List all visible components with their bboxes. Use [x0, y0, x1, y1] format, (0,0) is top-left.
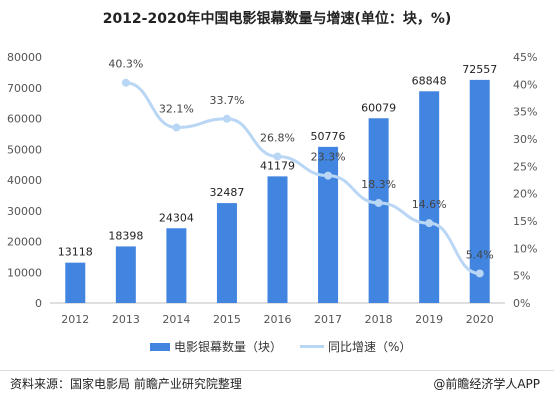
growth-point [273, 152, 282, 161]
y-right-tick-label: 25% [513, 160, 537, 173]
bar [216, 203, 237, 303]
y-left-tick-label: 0 [35, 297, 42, 310]
legend-bar-swatch [150, 342, 170, 351]
y-left-tick-label: 30000 [7, 205, 42, 218]
footer: 资料来源：国家电影局 前瞻产业研究院整理 @前瞻经济学人APP [0, 370, 554, 398]
bar-value-label: 13118 [58, 246, 93, 259]
x-tick-label: 2019 [415, 313, 443, 326]
chart-canvas: 0 10000 20000 30000 40000 50000 60000 70000 8000… [7, 51, 537, 326]
bar-value-label: 50776 [311, 130, 346, 143]
bar [267, 176, 288, 303]
growth-value-label: 26.8% [260, 131, 295, 144]
growth-point [324, 171, 333, 180]
y-left-tick-label: 20000 [7, 236, 42, 249]
y-left-tick-label: 40000 [7, 174, 42, 187]
axes-layer: 0 10000 20000 30000 40000 50000 60000 70000 8000… [7, 51, 537, 326]
bar [469, 79, 490, 303]
growth-value-label: 23.3% [311, 151, 346, 164]
growth-value-label: 32.1% [159, 103, 194, 116]
y-right-tick-label: 15% [513, 215, 537, 228]
y-right-tick-label: 10% [513, 242, 537, 255]
bar [368, 118, 389, 303]
y-right-tick-label: 45% [513, 51, 537, 64]
bar [318, 146, 339, 303]
y-right-tick-label: 5% [513, 270, 530, 283]
growth-point [475, 269, 484, 278]
legend-line-label: 同比增速（%） [328, 340, 412, 354]
bar [166, 228, 187, 303]
y-right-tick-label: 0% [513, 297, 530, 310]
x-tick-label: 2015 [213, 313, 241, 326]
legend-item-growth: 同比增速（%） [300, 338, 411, 355]
bar-value-label: 60079 [361, 101, 396, 114]
bar [65, 262, 86, 303]
y-right-tick-label: 20% [513, 188, 537, 201]
x-tick-label: 2016 [264, 313, 292, 326]
growth-value-label: 14.6% [412, 198, 447, 211]
legend: 电影银幕数量（块） 同比增速（%） [0, 332, 554, 358]
source-note: 资料来源：国家电影局 前瞻产业研究院整理 [10, 377, 242, 391]
y-right-tick-label: 30% [513, 133, 537, 146]
y-left-tick-label: 80000 [7, 51, 42, 64]
growth-point [374, 198, 383, 207]
legend-line-swatch [300, 345, 324, 348]
y-right-tick-label: 40% [513, 78, 537, 91]
x-tick-label: 2013 [112, 313, 140, 326]
bar-value-label: 24304 [159, 211, 194, 224]
bar-value-label: 32487 [209, 186, 244, 199]
x-tick-label: 2014 [162, 313, 190, 326]
bar-value-label: 72557 [462, 63, 497, 76]
brand-credit: @前瞻经济学人APP [433, 377, 540, 391]
chart-title: 2012-2020年中国电影银幕数量与增速(单位：块，%) [102, 11, 452, 27]
growth-value-label: 40.3% [108, 58, 143, 71]
growth-value-label: 33.7% [209, 94, 244, 107]
growth-point [172, 123, 181, 132]
x-tick-label: 2020 [466, 313, 494, 326]
y-left-tick-label: 10000 [7, 266, 42, 279]
growth-line-layer [121, 78, 484, 278]
legend-item-screens: 电影银幕数量（块） [150, 338, 282, 355]
x-tick-label: 2018 [365, 313, 393, 326]
y-left-tick-label: 70000 [7, 82, 42, 95]
legend-bar-label: 电影银幕数量（块） [174, 340, 283, 354]
x-tick-label: 2017 [314, 313, 342, 326]
bar [115, 246, 136, 303]
growth-point [121, 78, 130, 87]
bar-value-label: 18398 [108, 229, 143, 242]
y-left-tick-label: 60000 [7, 113, 42, 126]
x-tick-label: 2012 [61, 313, 89, 326]
bar [419, 91, 440, 304]
footer-divider [0, 370, 554, 371]
growth-point [222, 114, 231, 123]
y-right-tick-label: 35% [513, 106, 537, 119]
bars-layer [65, 79, 490, 304]
growth-point [425, 219, 434, 228]
bar-value-label: 68848 [412, 74, 447, 87]
y-left-tick-label: 50000 [7, 143, 42, 156]
growth-value-label: 5.4% [466, 248, 494, 261]
growth-value-label: 18.3% [361, 178, 396, 191]
bar-value-label: 41179 [260, 159, 295, 172]
labels-layer: 13118 18398 24304 32487 41179 50776 60079 68848… [58, 58, 497, 262]
